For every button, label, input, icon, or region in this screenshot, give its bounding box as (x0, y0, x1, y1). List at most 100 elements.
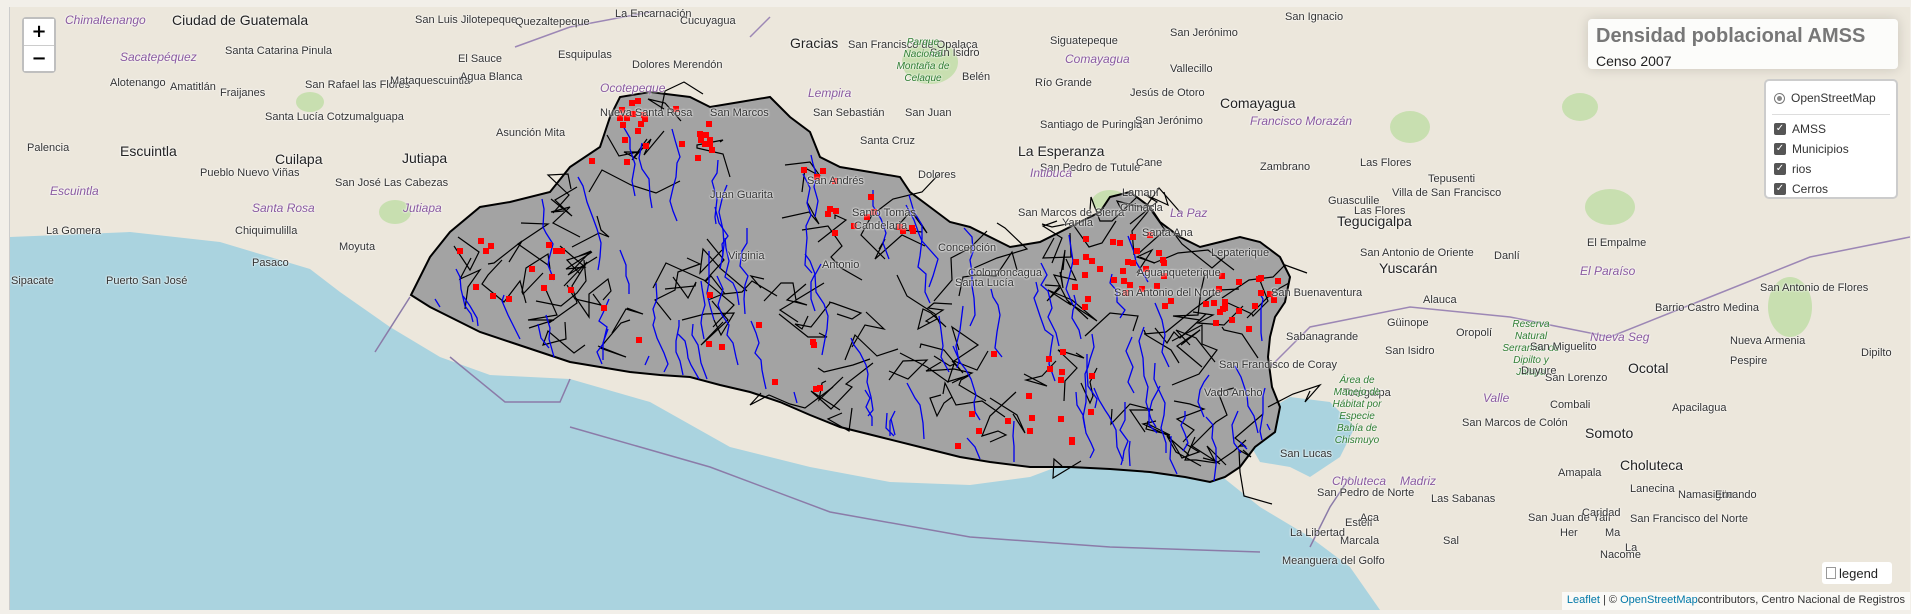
cerro-marker[interactable] (1120, 268, 1126, 274)
cerro-marker[interactable] (589, 158, 595, 164)
cerro-marker[interactable] (1089, 258, 1095, 264)
cerro-marker[interactable] (1130, 260, 1136, 266)
cerro-marker[interactable] (1088, 409, 1094, 415)
cerro-marker[interactable] (1156, 250, 1162, 256)
radio-icon[interactable] (1774, 92, 1785, 104)
cerro-marker[interactable] (506, 296, 512, 302)
cerro-marker[interactable] (1026, 393, 1032, 399)
cerro-marker[interactable] (549, 274, 555, 280)
cerro-marker[interactable] (813, 386, 819, 392)
cerro-marker[interactable] (1046, 356, 1052, 362)
cerro-marker[interactable] (546, 242, 552, 248)
map-container[interactable]: Chimaltenango Ciudad de Guatemala San Luis… (9, 7, 1910, 610)
cerro-marker[interactable] (1130, 234, 1136, 240)
cerro-marker[interactable] (541, 285, 547, 291)
cerro-marker[interactable] (864, 214, 870, 220)
cerro-marker[interactable] (1162, 303, 1168, 309)
cerro-marker[interactable] (529, 266, 535, 272)
cerro-marker[interactable] (1258, 290, 1264, 296)
cerro-marker[interactable] (457, 248, 463, 254)
cerro-marker[interactable] (1125, 259, 1131, 265)
cerro-marker[interactable] (1229, 317, 1235, 323)
cerro-marker[interactable] (1072, 284, 1078, 290)
cerro-marker[interactable] (1211, 300, 1217, 306)
checkbox-icon[interactable]: ✓ (1774, 163, 1786, 175)
cerro-marker[interactable] (641, 112, 647, 118)
cerro-marker[interactable] (643, 143, 649, 149)
cerro-marker[interactable] (909, 225, 915, 231)
cerro-marker[interactable] (832, 178, 838, 184)
cerro-marker[interactable] (1127, 282, 1133, 288)
cerro-marker[interactable] (1060, 349, 1066, 355)
cerro-marker[interactable] (478, 238, 484, 244)
cerro-marker[interactable] (679, 141, 685, 147)
cerro-marker[interactable] (719, 344, 725, 350)
cerro-marker[interactable] (1236, 308, 1242, 314)
overlay-municipios[interactable]: ✓ Municipios (1774, 142, 1849, 156)
cerro-marker[interactable] (642, 116, 648, 122)
cerro-marker[interactable] (1110, 239, 1116, 245)
osm-link[interactable]: OpenStreetMap (1620, 594, 1698, 606)
cerro-marker[interactable] (1203, 301, 1209, 307)
cerro-marker[interactable] (1123, 290, 1129, 296)
cerro-marker[interactable] (1121, 278, 1127, 284)
cerro-marker[interactable] (1161, 260, 1167, 266)
cerro-marker[interactable] (706, 121, 712, 127)
cerro-marker[interactable] (825, 211, 831, 217)
cerro-marker[interactable] (1085, 296, 1091, 302)
cerro-marker[interactable] (630, 111, 636, 117)
cerro-marker[interactable] (1082, 304, 1088, 310)
cerro-marker[interactable] (991, 351, 997, 357)
cerro-marker[interactable] (629, 100, 635, 106)
cerro-marker[interactable] (1246, 326, 1252, 332)
cerro-marker[interactable] (622, 137, 628, 143)
cerro-marker[interactable] (703, 132, 709, 138)
cerro-marker[interactable] (1097, 266, 1103, 272)
cerro-marker[interactable] (553, 248, 559, 254)
checkbox-icon[interactable]: ✓ (1774, 183, 1786, 195)
cerro-marker[interactable] (619, 107, 625, 113)
cerro-marker[interactable] (1117, 240, 1123, 246)
cerro-marker[interactable] (1027, 428, 1033, 434)
cerro-marker[interactable] (706, 341, 712, 347)
cerro-marker[interactable] (601, 305, 607, 311)
cerro-marker[interactable] (568, 287, 574, 293)
cerro-marker[interactable] (1275, 278, 1281, 284)
cerro-marker[interactable] (1059, 369, 1065, 375)
cerro-marker[interactable] (1154, 283, 1160, 289)
cerro-marker[interactable] (709, 147, 715, 153)
cerro-marker[interactable] (697, 131, 703, 137)
cerro-marker[interactable] (1143, 266, 1149, 272)
cerro-marker[interactable] (772, 379, 778, 385)
cerro-marker[interactable] (1161, 273, 1167, 279)
cerro-marker[interactable] (1029, 415, 1035, 421)
cerro-marker[interactable] (1005, 418, 1011, 424)
cerro-marker[interactable] (1058, 416, 1064, 422)
cerro-marker[interactable] (707, 137, 713, 143)
overlay-cerros[interactable]: ✓ Cerros (1774, 182, 1828, 196)
cerro-marker[interactable] (969, 411, 975, 417)
cerro-marker[interactable] (1069, 437, 1075, 443)
cerro-marker[interactable] (624, 159, 630, 165)
cerro-marker[interactable] (473, 284, 479, 290)
cerro-marker[interactable] (1089, 373, 1095, 379)
cerro-marker[interactable] (976, 428, 982, 434)
cerro-marker[interactable] (871, 209, 877, 215)
cerro-marker[interactable] (1271, 297, 1277, 303)
cerro-marker[interactable] (833, 208, 839, 214)
cerro-marker[interactable] (1047, 366, 1053, 372)
cerro-marker[interactable] (1258, 275, 1264, 281)
cerro-marker[interactable] (488, 243, 494, 249)
cerro-marker[interactable] (1168, 298, 1174, 304)
cerro-marker[interactable] (559, 248, 565, 254)
cerro-marker[interactable] (636, 337, 642, 343)
cerro-marker[interactable] (635, 98, 641, 104)
cerro-marker[interactable] (635, 128, 641, 134)
cerro-marker[interactable] (801, 167, 807, 173)
cerro-marker[interactable] (1216, 286, 1222, 292)
cerro-marker[interactable] (673, 106, 679, 112)
cerro-marker[interactable] (827, 206, 833, 212)
cerro-marker[interactable] (756, 322, 762, 328)
checkbox-icon[interactable]: ✓ (1774, 123, 1786, 135)
cerro-marker[interactable] (1219, 273, 1225, 279)
